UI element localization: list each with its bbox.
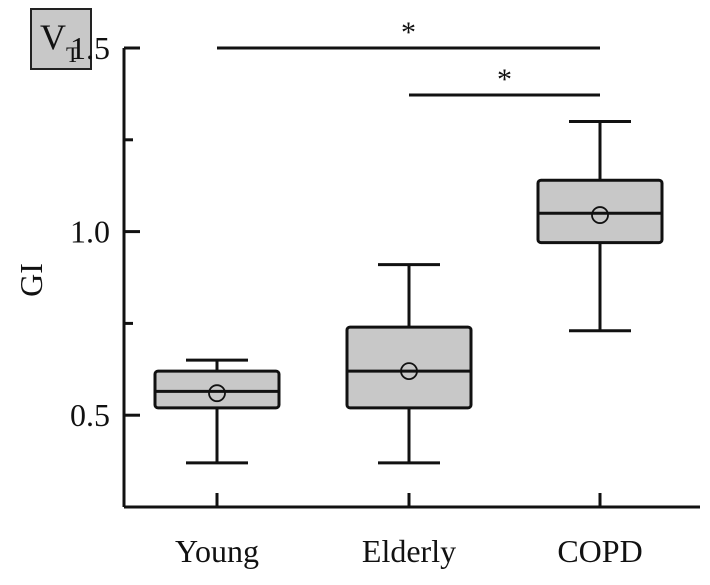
panel-label-main: V: [40, 17, 66, 57]
significance-star: *: [401, 16, 416, 49]
x-category-label: Elderly: [362, 533, 456, 569]
significance-star: *: [497, 63, 512, 96]
y-tick-label: 0.5: [70, 397, 110, 433]
significance-bars: **: [217, 16, 600, 97]
panel-label: V T: [30, 8, 92, 70]
box-young: [153, 358, 281, 465]
panel-label-sub: T: [66, 42, 80, 67]
x-category-label: Young: [175, 533, 259, 569]
axes: 0.5 1.0 1.5 Young Elderly COPD: [70, 30, 700, 569]
iqr-box: [536, 178, 664, 245]
iqr-box: [345, 325, 473, 410]
mean-marker: [591, 206, 609, 224]
y-tick-label: 1.0: [70, 214, 110, 250]
mean-marker: [208, 384, 226, 403]
x-category-label: COPD: [557, 533, 642, 569]
boxes: [153, 119, 664, 465]
y-axis-label: GI: [13, 263, 49, 297]
box-copd: [536, 119, 664, 333]
box-elderly: [345, 263, 473, 465]
iqr-box: [153, 369, 281, 410]
y-tick-label: 1.5: [70, 30, 110, 66]
mean-marker: [400, 362, 418, 381]
